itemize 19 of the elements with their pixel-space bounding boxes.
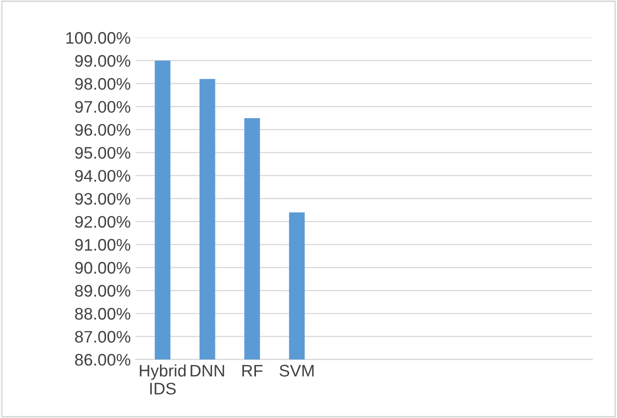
y-tick-label: 97.00% — [75, 100, 130, 113]
y-tick-label: 99.00% — [75, 55, 130, 67]
y-tick-label: 100.00% — [66, 32, 130, 44]
y-tick-label: 88.00% — [75, 308, 130, 320]
x-tick-label: DNN — [190, 364, 224, 376]
y-tick-label: 95.00% — [75, 146, 130, 159]
x-tick-label: RF — [242, 364, 263, 376]
y-tick-label: 91.00% — [75, 238, 130, 251]
x-tick-label: Hybrid IDS — [140, 364, 186, 395]
y-tick-label: 86.00% — [75, 354, 130, 366]
y-tick-label: 93.00% — [75, 192, 130, 205]
x-tick-label: SVM — [280, 364, 314, 377]
y-tick-label: 90.00% — [75, 262, 130, 274]
y-tick-label: 87.00% — [75, 330, 130, 343]
y-tick-label: 98.00% — [75, 78, 130, 90]
y-tick-label: 92.00% — [75, 216, 130, 228]
y-tick-label: 96.00% — [75, 124, 130, 136]
y-tick-label: 89.00% — [75, 284, 130, 297]
y-tick-label: 94.00% — [75, 170, 130, 182]
